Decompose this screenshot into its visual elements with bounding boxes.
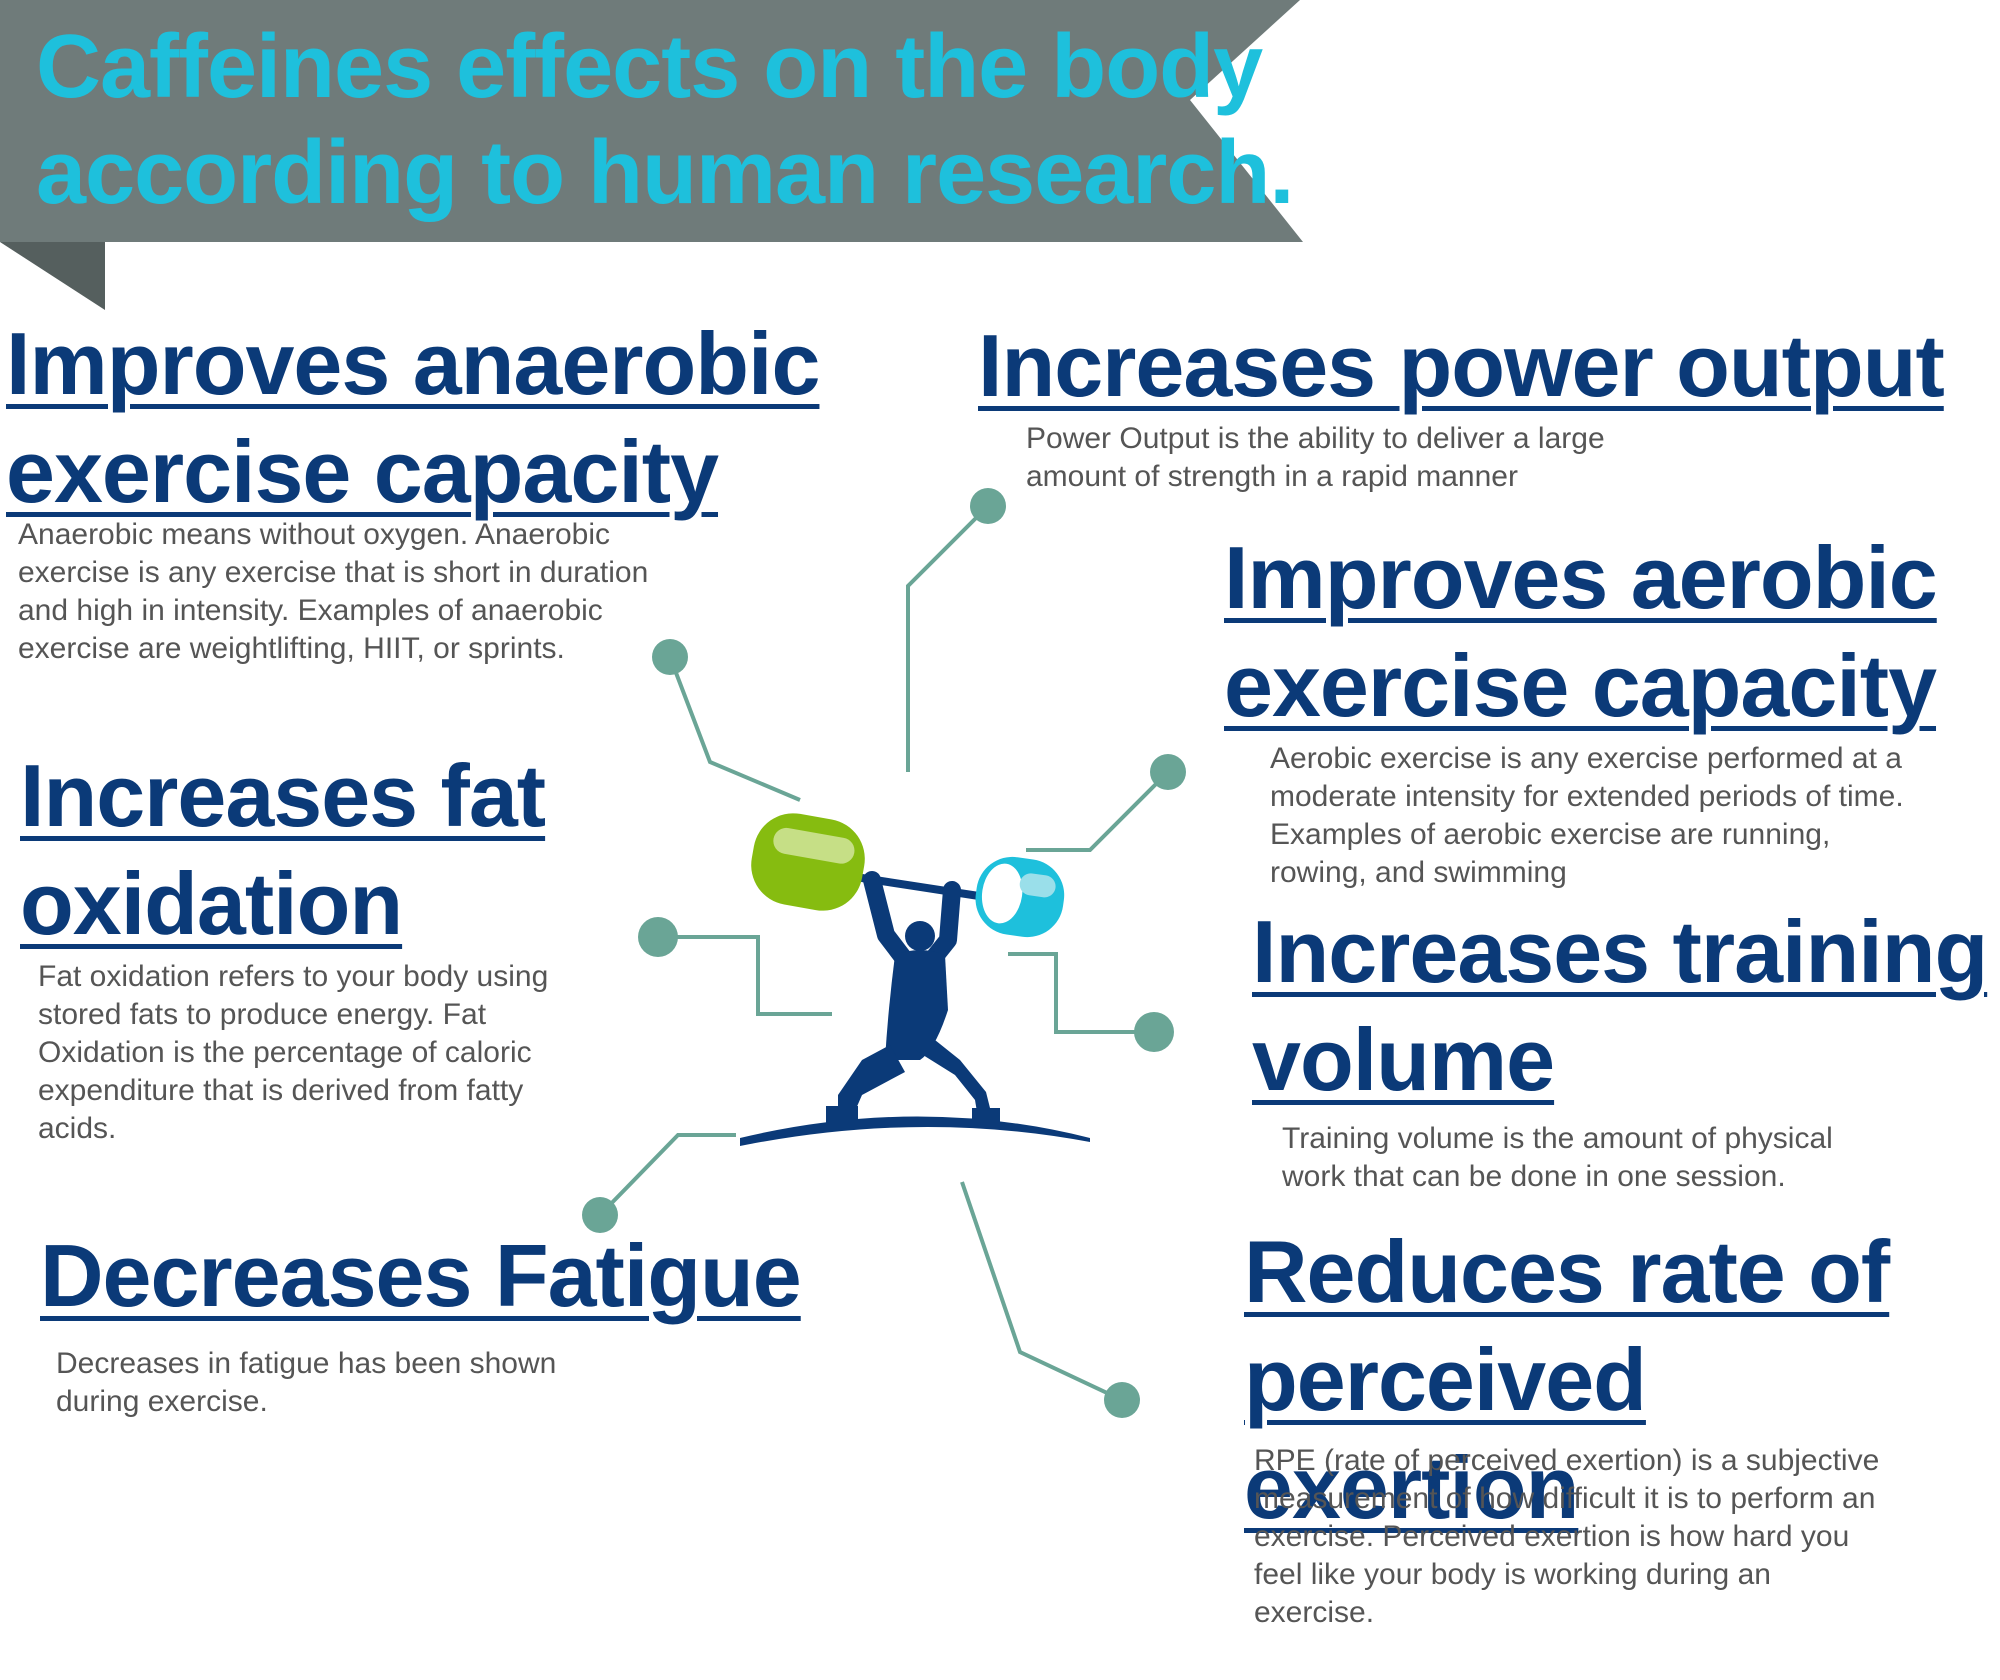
connector-dot-power-output: [970, 488, 1006, 524]
plate-green: [751, 813, 865, 911]
description-anaerobic-capacity: Anaerobic means without oxygen. Anaerobi…: [18, 518, 649, 665]
platform-arc: [740, 1116, 1090, 1146]
connector-dot-perceived-exertion: [1104, 1382, 1140, 1418]
heading-power-output: Increases power output: [978, 316, 1945, 415]
connector-perceived-exertion: [960, 1181, 1123, 1402]
connector-dot-training-volume: [1134, 1012, 1174, 1052]
heading-training-volume: Increases training volume: [1252, 902, 1988, 1109]
description-power-output: Power Output is the ability to deliver a…: [1026, 422, 1605, 493]
description-decreases-fatigue: Decreases in fatigue has been shown duri…: [56, 1347, 557, 1418]
page-title-line-1: Caffeines effects on the body: [36, 17, 1263, 117]
title-banner: [0, 0, 1303, 242]
title-banner-fold: [0, 242, 105, 310]
description-fat-oxidation: Fat oxidation refers to your body using …: [38, 960, 549, 1145]
connector-dot-aerobic: [1150, 754, 1186, 790]
heading-decreases-fatigue: Decreases Fatigue: [40, 1226, 802, 1325]
connector-training-volume: [1008, 952, 1154, 1034]
heading-perceived-exertion: Reduces rate of perceived exertion: [1244, 1222, 1890, 1537]
connector-fat-oxidation: [658, 935, 832, 1016]
connector-anaerobic: [668, 656, 801, 802]
heading-aerobic-capacity: Improves aerobic exercise capacity: [1224, 528, 1938, 735]
page-title-line-2: according to human research.: [36, 123, 1294, 223]
description-training-volume: Training volume is the amount of physica…: [1282, 1122, 1833, 1193]
description-aerobic-capacity: Aerobic exercise is any exercise perform…: [1270, 742, 1904, 889]
connector-power-output: [906, 504, 990, 772]
description-perceived-exertion: RPE (rate of perceived exertion) is a su…: [1254, 1444, 1880, 1629]
connector-dot-anaerobic: [652, 639, 688, 675]
weightlifter-icon: [740, 813, 1090, 1146]
connector-dot-fatigue: [582, 1197, 618, 1233]
heading-fat-oxidation: Increases fat oxidation: [20, 746, 546, 953]
connector-aerobic: [1026, 770, 1170, 852]
connector-fatigue: [598, 1133, 736, 1217]
heading-anaerobic-capacity: Improves anaerobic exercise capacity: [6, 314, 820, 521]
connector-dot-fat-oxidation: [638, 917, 678, 957]
